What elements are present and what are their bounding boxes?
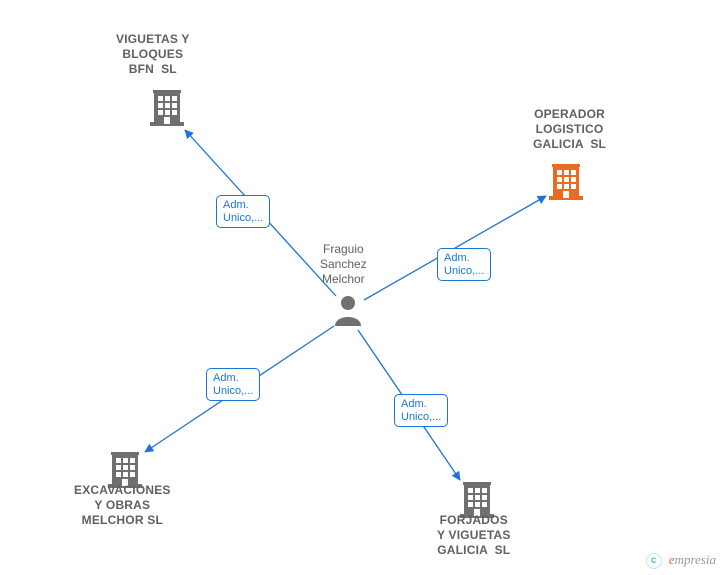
copyright-icon: c [646,553,662,569]
person-icon [333,294,363,331]
building-icon [150,90,184,131]
node-label: EXCAVACIONES Y OBRAS MELCHOR SL [74,483,171,528]
edge-badge: Adm. Unico,... [206,368,260,401]
edge-badge: Adm. Unico,... [216,195,270,228]
edge-badge: Adm. Unico,... [437,248,491,281]
node-label: VIGUETAS Y BLOQUES BFN SL [116,32,190,77]
diagram-canvas: Fraguio Sanchez Melchor VIGUETAS Y BLOQU… [0,0,728,575]
center-person-label: Fraguio Sanchez Melchor [320,242,367,287]
node-label: OPERADOR LOGISTICO GALICIA SL [533,107,606,152]
edge-badge: Adm. Unico,... [394,394,448,427]
node-label: FORJADOS Y VIGUETAS GALICIA SL [437,513,511,558]
brand-rest: mpresia [675,552,716,567]
building-icon [549,164,583,205]
footer-credit: c empresia [646,552,716,569]
